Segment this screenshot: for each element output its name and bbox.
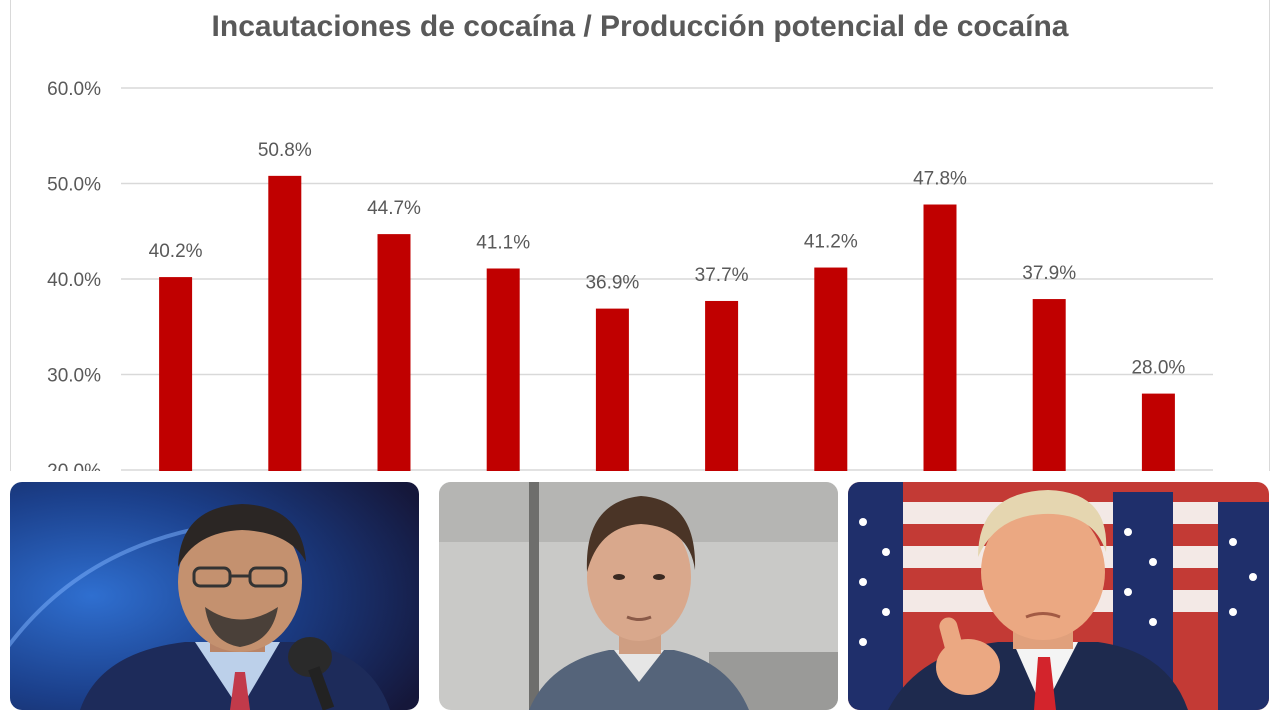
data-label: 41.1% (476, 232, 530, 253)
man-pointing-with-flags-photo (848, 482, 1269, 710)
data-label: 50.8% (258, 140, 312, 161)
y-axis-ticks: 20.0% 30.0% 40.0% 50.0% 60.0% (47, 79, 101, 471)
bar (1032, 299, 1066, 471)
bar (705, 300, 739, 471)
bar (377, 234, 411, 471)
data-label: 37.9% (1022, 263, 1076, 284)
data-label: 41.2% (804, 232, 858, 253)
bar (595, 308, 629, 471)
bar (814, 267, 848, 471)
bar-chart: Incautaciones de cocaína / Producción po… (47, 10, 1213, 471)
chart-title: Incautaciones de cocaína / Producción po… (212, 10, 1069, 43)
man-speaking-at-microphone-photo (10, 482, 419, 710)
y-tick-label: 20.0% (47, 461, 101, 471)
man-portrait-photo (439, 482, 838, 710)
y-tick-label: 30.0% (47, 366, 101, 387)
data-label: 28.0% (1131, 358, 1185, 379)
data-label: 44.7% (367, 198, 421, 219)
y-tick-label: 60.0% (47, 79, 101, 100)
bar (268, 175, 302, 471)
y-tick-label: 40.0% (47, 270, 101, 291)
chart-panel: Incautaciones de cocaína / Producción po… (10, 0, 1270, 471)
data-label: 36.9% (585, 273, 639, 294)
data-label: 40.2% (149, 241, 203, 262)
bar (923, 204, 957, 471)
bar (159, 277, 193, 471)
data-label: 47.8% (913, 169, 967, 190)
data-label: 37.7% (695, 265, 749, 286)
data-labels: 40.2% 50.8% 44.7% 41.1% 36.9% 37.7% 41.2% 47.8%… (149, 140, 1186, 379)
gridlines (121, 87, 1213, 471)
bars (159, 175, 1175, 471)
y-tick-label: 50.0% (47, 175, 101, 196)
bar (486, 268, 520, 471)
bar (1141, 393, 1175, 471)
